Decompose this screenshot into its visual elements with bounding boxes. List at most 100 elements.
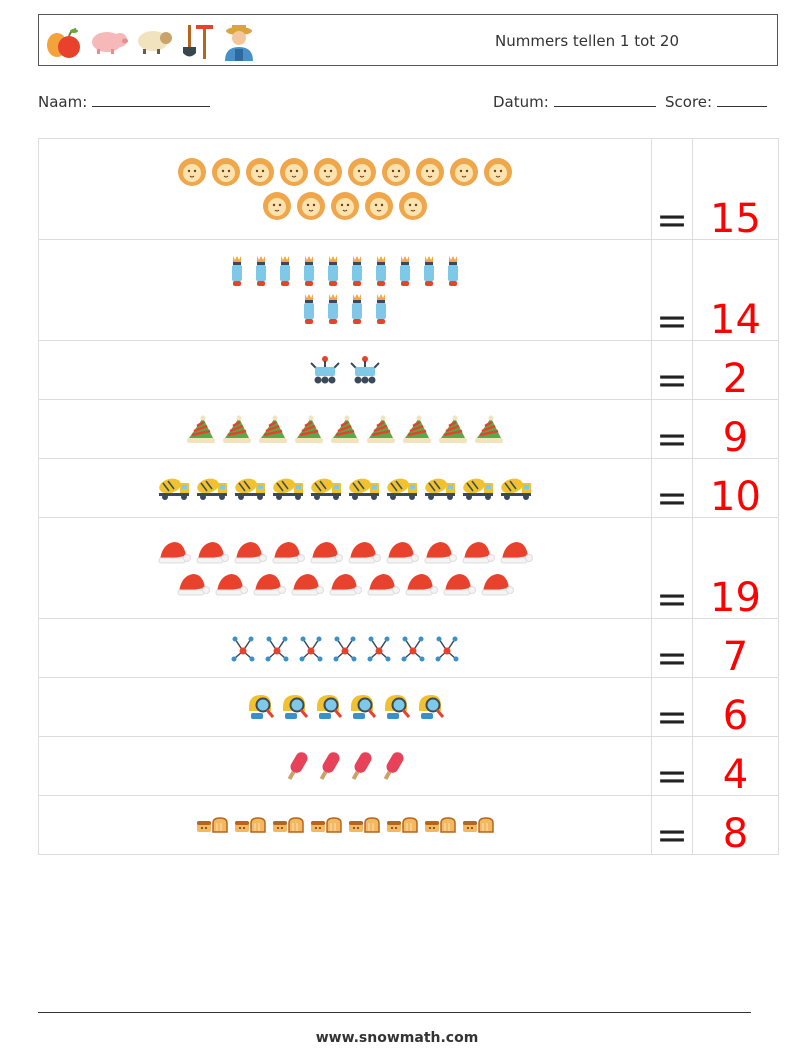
mixer-truck-icon <box>387 478 417 500</box>
santa-hat-icon <box>234 542 267 564</box>
footer-url: www.snowmath.com <box>315 1030 479 1046</box>
answer-value[interactable]: 2 <box>692 340 779 400</box>
sheep-icon <box>138 31 172 54</box>
answer-value[interactable]: 8 <box>692 795 779 855</box>
icon-group <box>38 795 652 855</box>
pig-icon <box>92 32 128 54</box>
striped-hat-icon <box>187 415 215 443</box>
lion-icon <box>450 158 478 186</box>
mixer-truck-icon <box>273 478 303 500</box>
santa-hat-icon <box>196 542 229 564</box>
icon-group <box>38 340 652 400</box>
lion-icon <box>178 158 206 186</box>
icon-line <box>39 538 651 566</box>
name-blank[interactable] <box>92 92 211 107</box>
worksheet-header: Nummers tellen 1 tot 20 <box>38 14 778 66</box>
date-blank[interactable] <box>553 92 656 107</box>
molecule-icon <box>401 636 425 662</box>
icon-line <box>39 691 651 723</box>
equals-sign: = <box>651 399 693 459</box>
molecule-icon <box>265 636 289 662</box>
answer-value[interactable]: 6 <box>692 677 779 737</box>
lion-icon <box>280 158 308 186</box>
lion-icon <box>331 192 359 220</box>
mixer-truck-icon <box>197 478 227 500</box>
santa-hat-icon <box>291 574 324 596</box>
santa-hat-icon <box>443 574 476 596</box>
mixer-truck-icon <box>425 478 455 500</box>
icon-group <box>38 517 652 619</box>
rocket-icon <box>304 256 314 286</box>
rocket-icon <box>328 256 338 286</box>
equals-sign: = <box>651 677 693 737</box>
rocket-icon <box>280 256 290 286</box>
answer-value[interactable]: 9 <box>692 399 779 459</box>
icon-line <box>39 254 651 288</box>
footer-divider <box>38 1012 751 1013</box>
lion-icon <box>348 158 376 186</box>
mixer-truck-icon <box>311 478 341 500</box>
molecule-icon <box>231 636 255 662</box>
rover-icon <box>310 356 340 384</box>
icon-group <box>38 677 652 737</box>
bread-icon <box>349 817 380 833</box>
bread-icon <box>311 817 342 833</box>
rocket-icon <box>256 256 266 286</box>
rocket-icon <box>352 294 362 324</box>
problem-row: = 4 <box>38 736 779 796</box>
fruit-icon <box>47 28 80 58</box>
lion-icon <box>297 192 325 220</box>
answer-value[interactable]: 10 <box>692 458 779 518</box>
equals-sign: = <box>651 138 693 240</box>
problem-row: = 7 <box>38 618 779 678</box>
icon-group <box>38 399 652 459</box>
date-field[interactable]: Datum: <box>493 92 656 111</box>
santa-hat-icon <box>329 574 362 596</box>
striped-hat-icon <box>475 415 503 443</box>
striped-hat-icon <box>223 415 251 443</box>
problem-row: = 15 <box>38 138 779 240</box>
icon-line <box>39 191 651 221</box>
icon-line <box>39 633 651 663</box>
equals-sign: = <box>651 340 693 400</box>
problem-row: = 9 <box>38 399 779 459</box>
name-field[interactable]: Naam: <box>38 92 211 111</box>
mixer-truck-icon <box>159 478 189 500</box>
striped-hat-icon <box>403 415 431 443</box>
rocket-icon <box>376 256 386 286</box>
santa-hat-icon <box>424 542 457 564</box>
answer-value[interactable]: 4 <box>692 736 779 796</box>
icon-line <box>39 414 651 444</box>
lion-icon <box>314 158 342 186</box>
answer-value[interactable]: 14 <box>692 239 779 341</box>
garden-tools-icon <box>183 25 213 59</box>
santa-hat-icon <box>310 542 343 564</box>
equals-sign: = <box>651 239 693 341</box>
bread-icon <box>235 817 266 833</box>
santa-hat-icon <box>462 542 495 564</box>
molecule-icon <box>333 636 357 662</box>
problem-row: = 19 <box>38 517 779 619</box>
farmer-icon <box>225 25 253 61</box>
rocket-icon <box>352 256 362 286</box>
santa-hat-icon <box>367 574 400 596</box>
rocket-icon <box>304 294 314 324</box>
rocket-icon <box>400 256 410 286</box>
score-field[interactable]: Score: <box>665 92 767 111</box>
equals-sign: = <box>651 618 693 678</box>
answer-value[interactable]: 15 <box>692 138 779 240</box>
date-label: Datum: <box>493 93 549 111</box>
icon-line <box>39 355 651 385</box>
santa-hat-icon <box>348 542 381 564</box>
bread-icon <box>197 817 228 833</box>
answer-value[interactable]: 7 <box>692 618 779 678</box>
score-blank[interactable] <box>716 92 767 107</box>
rover-icon <box>350 356 380 384</box>
problem-row: = 14 <box>38 239 779 341</box>
page-title: Nummers tellen 1 tot 20 <box>495 32 679 50</box>
mixer-truck-icon <box>501 478 531 500</box>
problem-row: = 8 <box>38 795 779 855</box>
answer-value[interactable]: 19 <box>692 517 779 619</box>
icon-group <box>38 138 652 240</box>
mixer-truck-icon <box>235 478 265 500</box>
